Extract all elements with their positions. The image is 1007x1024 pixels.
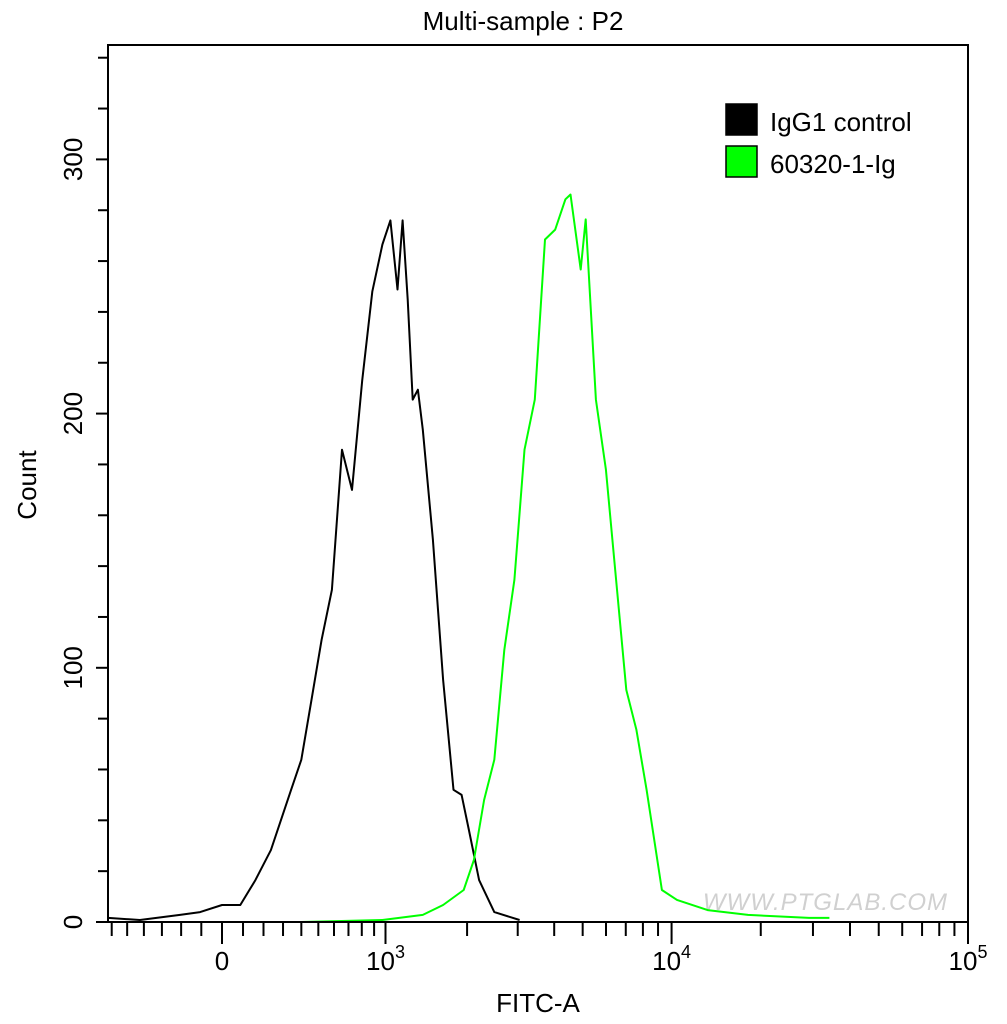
y-tick-label: 0 xyxy=(58,915,88,929)
legend-swatch xyxy=(725,145,758,178)
legend-swatch xyxy=(725,103,758,136)
series-line-0 xyxy=(108,219,520,921)
plot-frame xyxy=(107,44,969,923)
x-axis-label: FITC-A xyxy=(496,988,580,1018)
watermark: WWW.PTGLAB.COM xyxy=(703,889,948,916)
x-tick-label: 103 xyxy=(366,942,405,976)
y-axis-label: Count xyxy=(12,450,42,520)
y-tick-label: 100 xyxy=(58,646,88,689)
legend: IgG1 control 60320-1-Ig xyxy=(725,103,912,179)
x-tick-label: 104 xyxy=(652,942,691,976)
x-tick-label: 0 xyxy=(215,946,229,976)
legend-label: IgG1 control xyxy=(770,107,912,137)
series-line-1 xyxy=(301,193,830,923)
y-tick-label: 200 xyxy=(58,392,88,435)
legend-label: 60320-1-Ig xyxy=(770,149,896,179)
chart-title: Multi-sample : P2 xyxy=(423,6,624,36)
y-tick-label: 300 xyxy=(58,138,88,181)
x-tick-label: 105 xyxy=(949,942,988,976)
